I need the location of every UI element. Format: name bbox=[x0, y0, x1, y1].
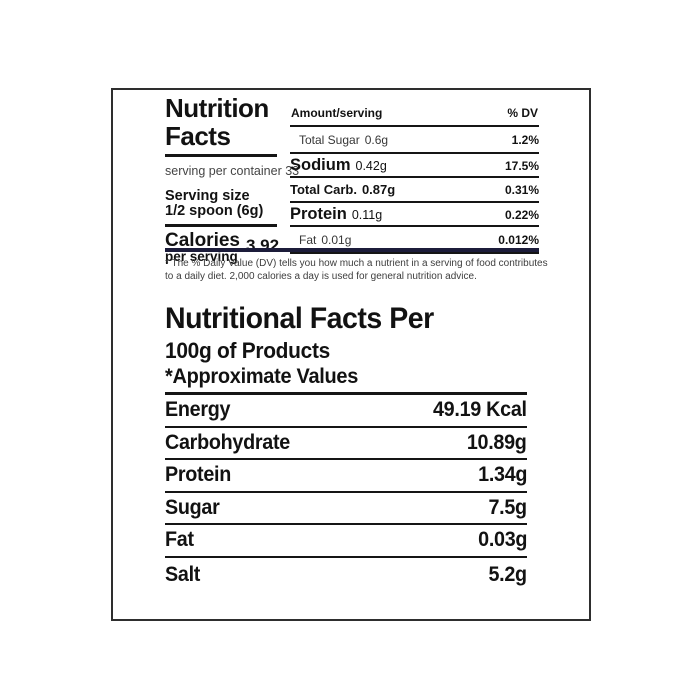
title-divider bbox=[165, 154, 277, 157]
nutrient-amount: 0.01g bbox=[321, 233, 352, 247]
per-100g-heading: Nutritional Facts Per bbox=[165, 302, 434, 335]
nutrient-name-amount: Fat 0.01g bbox=[290, 233, 351, 247]
per-100g-subheading: 100g of Products bbox=[165, 338, 331, 363]
table-row-total-carb: Total Carb. 0.87g 0.31% bbox=[290, 178, 539, 203]
label-sheet: Nutrition Facts serving per container 33… bbox=[111, 88, 591, 621]
table-row-total-sugar: Total Sugar 0.6g 1.2% bbox=[290, 127, 539, 154]
table-row-carbohydrate: Carbohydrate 10.89g bbox=[165, 428, 527, 460]
nutrient-name: Sodium bbox=[290, 156, 351, 174]
nutrient-name-amount: Protein 0.11g bbox=[290, 205, 382, 223]
nutrient-value: 0.03g bbox=[477, 528, 527, 552]
table-row-protein: Protein 1.34g bbox=[165, 460, 527, 493]
per-100g-section: Nutritional Facts Per 100g of Products *… bbox=[165, 303, 527, 593]
nutrient-amount: 0.11g bbox=[351, 208, 383, 222]
serving-size-label: Serving size bbox=[165, 188, 250, 204]
nutrient-value: 7.5g bbox=[488, 495, 528, 519]
nutrient-value: 49.19 Kcal bbox=[433, 398, 527, 422]
calories-label: Calories bbox=[165, 230, 240, 251]
calories-label-stack: Calories per serving bbox=[165, 231, 240, 263]
per-100g-table: Energy 49.19 Kcal Carbohydrate 10.89g Pr… bbox=[165, 392, 527, 593]
footnote-divider bbox=[165, 248, 539, 252]
nutrient-amount: 0.6g bbox=[364, 133, 389, 147]
nutrient-name-amount: Total Sugar 0.6g bbox=[290, 133, 388, 147]
table-row-sugar: Sugar 7.5g bbox=[165, 493, 528, 525]
table-row-salt: Salt 5.2g bbox=[165, 558, 527, 593]
nutrient-name: Protein bbox=[165, 463, 232, 487]
title-line-1: Nutrition bbox=[165, 93, 269, 123]
serving-size-divider bbox=[165, 224, 277, 227]
dv-header: % DV bbox=[507, 106, 538, 120]
nutrient-name: Total Sugar bbox=[299, 133, 360, 147]
serving-size-block: Serving size 1/2 spoon (6g) bbox=[165, 189, 277, 219]
servings-per-container: serving per container 33 bbox=[165, 164, 300, 178]
title-line-2: Facts bbox=[165, 121, 231, 151]
table-row-fat: Fat 0.01g 0.012% bbox=[290, 227, 539, 254]
nutrient-dv: 17.5% bbox=[504, 159, 539, 173]
fda-panel-left-column: Nutrition Facts serving per container 33… bbox=[165, 92, 300, 263]
nutrient-amount: 0.87g bbox=[361, 182, 396, 197]
calories-per-serving-label: per serving bbox=[165, 249, 238, 264]
table-row-sodium: Sodium 0.42g 17.5% bbox=[290, 154, 539, 178]
table-header-row: Amount/serving % DV bbox=[290, 106, 539, 127]
nutrient-name: Sugar bbox=[165, 495, 220, 519]
nutrient-dv: 1.2% bbox=[511, 133, 539, 147]
nutrient-name-amount: Total Carb. 0.87g bbox=[290, 182, 395, 197]
table-row-energy: Energy 49.19 Kcal bbox=[165, 395, 527, 428]
nutrition-facts-title: Nutrition Facts bbox=[165, 94, 277, 150]
calories-value: 3.92 bbox=[245, 236, 280, 255]
amount-per-serving-table: Amount/serving % DV Total Sugar 0.6g 1.2… bbox=[290, 106, 539, 263]
nutrient-dv: 0.22% bbox=[504, 208, 539, 222]
nutrient-name: Salt bbox=[165, 563, 201, 586]
nutrient-name: Fat bbox=[299, 233, 317, 247]
nutrient-amount: 0.42g bbox=[355, 159, 387, 173]
fda-panel: Nutrition Facts serving per container 33… bbox=[165, 92, 539, 263]
nutrient-name-amount: Sodium 0.42g bbox=[290, 156, 387, 174]
nutrient-name: Energy bbox=[165, 398, 231, 422]
nutrient-dv: 0.31% bbox=[504, 183, 539, 197]
dv-footnote: * The % Daily Value (DV) tells you how m… bbox=[165, 258, 548, 282]
table-row-fat: Fat 0.03g bbox=[165, 525, 527, 558]
nutrient-dv: 0.012% bbox=[498, 233, 539, 247]
nutrient-value: 5.2g bbox=[488, 563, 528, 586]
nutrient-name: Carbohydrate bbox=[165, 430, 290, 454]
nutrient-value: 1.34g bbox=[477, 463, 527, 487]
approximate-values-note: *Approximate Values bbox=[165, 365, 359, 388]
nutrient-name: Total Carb. bbox=[290, 182, 357, 197]
nutrient-value: 10.89g bbox=[467, 430, 527, 454]
nutrient-name: Fat bbox=[165, 528, 194, 552]
table-row-protein: Protein 0.11g 0.22% bbox=[290, 203, 539, 227]
amount-serving-header: Amount/serving bbox=[291, 106, 383, 120]
serving-size-value: 1/2 spoon (6g) bbox=[165, 203, 264, 219]
nutrient-name: Protein bbox=[290, 205, 347, 223]
